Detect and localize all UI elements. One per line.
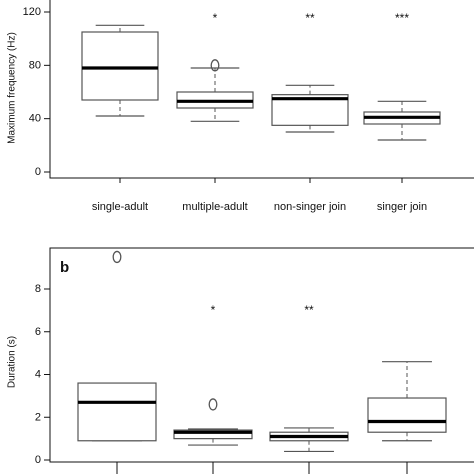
y-axis-title: Duration (s) (7, 336, 18, 388)
box-2: * (173, 303, 253, 446)
y-axis: 0 40 80 120 (23, 6, 50, 178)
box-series: * ** (77, 250, 447, 453)
iqr-box (173, 429, 253, 440)
box-series: * ** *** (81, 11, 441, 141)
outlier-point (112, 250, 122, 264)
x-tick-label: single-adult (92, 201, 148, 213)
y-tick-label: 0 (35, 166, 41, 178)
box-2: * (176, 11, 254, 122)
significance-label: ** (304, 303, 314, 317)
box-3: ** (271, 11, 349, 133)
significance-label: *** (395, 11, 409, 25)
y-tick-label: 2 (35, 411, 41, 423)
iqr-box (81, 31, 159, 101)
plot-frame (49, 0, 474, 179)
iqr-box (77, 382, 157, 442)
y-tick-label: 120 (23, 6, 41, 18)
panel-label: b (60, 259, 69, 276)
x-axis (116, 462, 408, 474)
box-4 (367, 361, 447, 442)
significance-label: * (213, 11, 218, 25)
outlier-point (208, 398, 218, 411)
outlier-point (210, 59, 220, 72)
y-tick-label: 8 (35, 283, 41, 295)
y-tick-label: 4 (35, 369, 41, 381)
box-4: *** (363, 11, 441, 141)
box-1 (77, 250, 157, 442)
y-axis: 0 2 4 6 8 (35, 283, 50, 466)
x-tick-label: singer join (377, 201, 427, 213)
box-3: ** (269, 303, 349, 453)
x-axis: single-adult multiple-adult non-singer joi… (92, 178, 427, 213)
y-tick-label: 6 (35, 326, 41, 338)
x-tick-label: non-singer join (274, 201, 346, 213)
y-tick-label: 80 (29, 59, 41, 71)
significance-label: ** (305, 11, 315, 25)
iqr-box (367, 397, 447, 433)
y-tick-label: 40 (29, 113, 41, 125)
significance-label: * (211, 303, 216, 317)
plot-frame (49, 247, 474, 463)
x-tick-label: multiple-adult (182, 201, 247, 213)
box-1 (81, 24, 159, 117)
y-axis-title: Maximum frequency (Hz) (7, 32, 18, 144)
y-tick-label: 0 (35, 454, 41, 466)
